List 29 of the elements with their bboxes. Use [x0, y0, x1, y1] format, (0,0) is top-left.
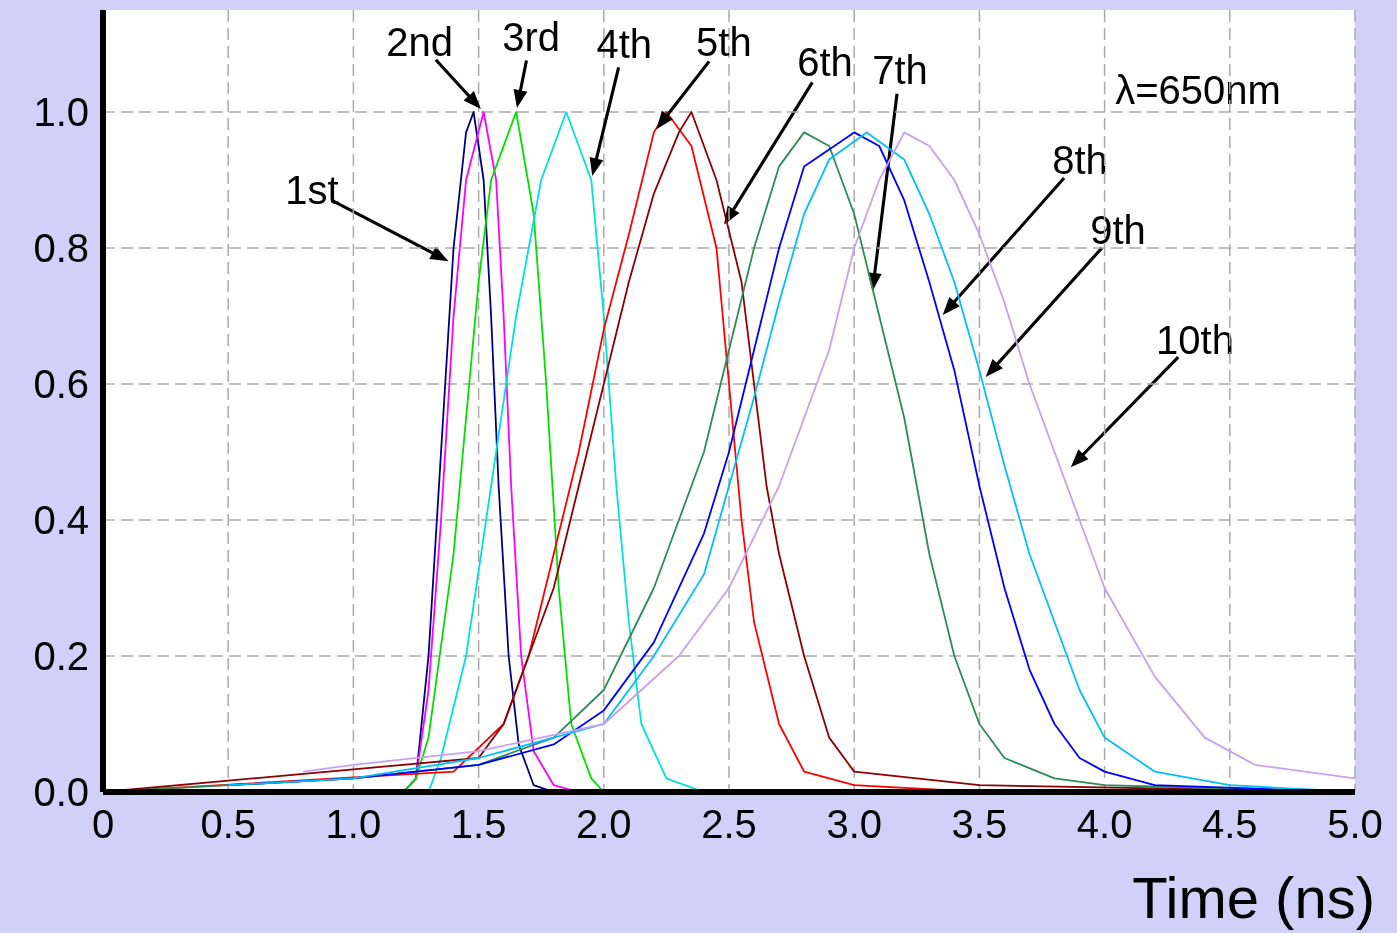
x-tick-label: 5.0 [1327, 802, 1383, 847]
y-tick-label: 0.2 [33, 634, 89, 679]
annotation: 4th [596, 22, 653, 66]
annotation: λ=650nm [1115, 68, 1281, 112]
x-tick-label: 3.0 [826, 802, 882, 847]
y-tick-label: 0.4 [33, 498, 89, 543]
y-tick-label: 0.6 [33, 362, 89, 407]
annotation: 6th [797, 40, 853, 84]
annotation: 5th [696, 20, 752, 65]
annotation: 9th [1090, 208, 1146, 252]
x-tick-label: 4.0 [1076, 802, 1133, 847]
x-axis-title: Time (ns) [1132, 864, 1375, 931]
annotation: 3rd [502, 15, 561, 59]
annotation: 1st [285, 168, 339, 212]
x-tick-label: 2.0 [576, 802, 632, 847]
y-tick-label: 1.0 [33, 90, 89, 135]
x-tick-label: 1.5 [450, 802, 507, 847]
x-tick-label: 2.5 [701, 802, 757, 847]
x-tick-label: 3.5 [951, 802, 1008, 847]
annotation: 10th [1156, 318, 1234, 362]
x-tick-label: 0 [91, 802, 115, 847]
y-tick-label: 0.0 [33, 770, 89, 815]
annotation: 2nd [386, 20, 453, 64]
x-tick-label: 0.5 [200, 802, 256, 847]
x-tick-label: 4.5 [1202, 802, 1258, 847]
annotation: 8th [1052, 138, 1108, 182]
annotation: 7th [872, 48, 928, 92]
x-tick-label: 1.0 [325, 802, 382, 847]
y-tick-label: 0.8 [33, 226, 89, 271]
